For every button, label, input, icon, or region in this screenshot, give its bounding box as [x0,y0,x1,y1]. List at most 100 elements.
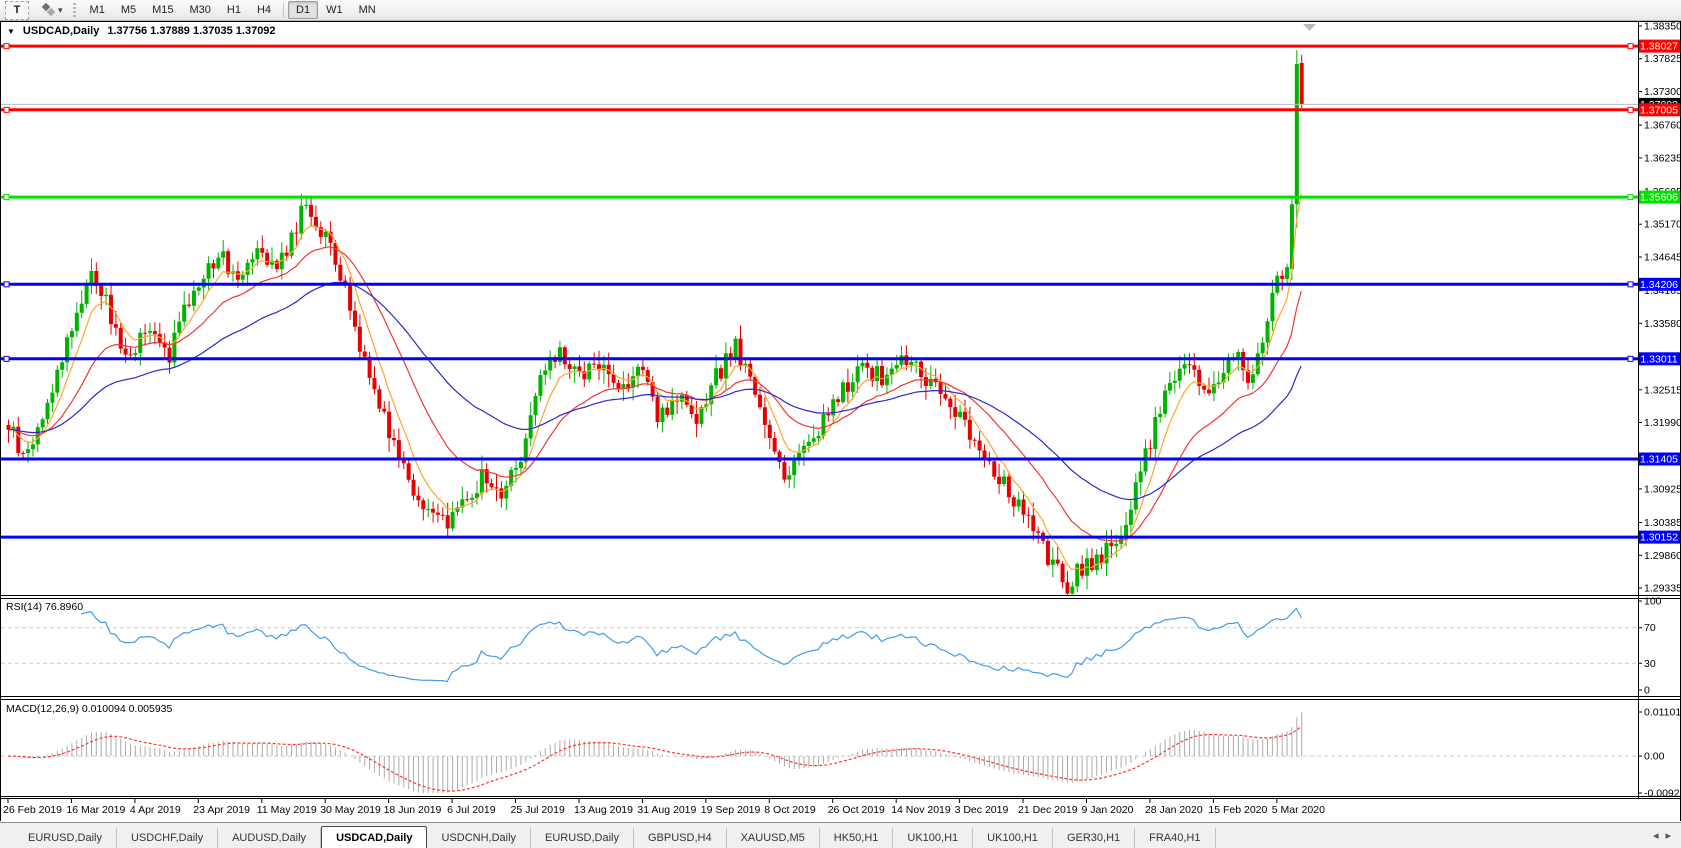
horizontal-price-lines[interactable] [0,43,1638,539]
svg-text:3 Dec 2019: 3 Dec 2019 [955,804,1009,816]
hline-handle[interactable] [1627,281,1634,288]
chart-tab-uk100-h1[interactable]: UK100,H1 [893,828,974,848]
svg-text:1.37825: 1.37825 [1644,53,1681,65]
timeframe-button-group: M1 M5 M15 M30 H1 H4 D1 W1 MN [82,1,384,19]
top-toolbar: T ▾ M1 M5 M15 M30 H1 H4 D1 W1 MN [0,0,1681,21]
chart-tab-gbpusd-h4[interactable]: GBPUSD,H4 [634,828,727,848]
scroll-to-end-icon[interactable] [1303,24,1316,31]
chart-tab-fra40-h1[interactable]: FRA40,H1 [1135,828,1216,848]
hline-handle[interactable] [1627,106,1634,113]
price-axis-badge: 1.35606 [1639,190,1680,204]
macd-histogram [12,712,1303,793]
date-axis[interactable]: 26 Feb 2019 16 Mar 2019 4 Apr 2019 23 Apr 2… [3,798,1325,817]
svg-text:6 Jul 2019: 6 Jul 2019 [447,804,496,816]
timeframe-button-h1[interactable]: H1 [226,4,241,16]
price-axis-badge: 1.31405 [1639,452,1680,466]
chart-tab-uk100-h1[interactable]: UK100,H1 [973,828,1053,848]
svg-text:8 Oct 2019: 8 Oct 2019 [764,804,816,816]
price-axis-badge: 1.38027 [1639,39,1680,53]
svg-text:1.34645: 1.34645 [1644,252,1681,264]
chart-symbol-label: USDCAD,Daily [22,25,100,37]
collapse-arrow-icon[interactable]: ▼ [7,26,15,36]
hline-handle[interactable] [1627,355,1634,362]
tab-scroll-left-icon[interactable]: ◂ [1652,830,1659,842]
svg-text:1.29860: 1.29860 [1644,550,1681,562]
toolbar-separator [283,2,285,18]
svg-text:23 Apr 2019: 23 Apr 2019 [193,804,250,816]
chart-ohlc-values: 1.37756 1.37889 1.37035 1.37092 [107,25,276,37]
hline-handle[interactable] [3,106,10,113]
svg-text:18 Jun 2019: 18 Jun 2019 [384,804,442,816]
price-axis-badge: 1.34206 [1639,277,1680,291]
timeframe-button-m30[interactable]: M30 [189,4,211,16]
hline-handle[interactable] [3,194,10,201]
ma-slow-line [7,281,1302,501]
timeframe-button-mn[interactable]: MN [358,4,376,16]
svg-text:70: 70 [1644,622,1656,634]
svg-text:19 Sep 2019: 19 Sep 2019 [701,804,761,816]
candles-layer [6,50,1304,595]
svg-text:0: 0 [1644,685,1650,697]
chart-tab-xauusd-m5[interactable]: XAUUSD,M5 [727,828,820,848]
timeframe-button-d1[interactable]: D1 [288,1,319,19]
hline-handle[interactable] [1627,43,1634,50]
svg-text:1.30152: 1.30152 [1640,532,1678,544]
svg-text:1.35170: 1.35170 [1644,219,1681,231]
chart-tab-usdchf-daily[interactable]: USDCHF,Daily [117,828,219,848]
chart-tab-hk50-h1[interactable]: HK50,H1 [820,828,894,848]
svg-text:25 Jul 2019: 25 Jul 2019 [511,804,565,816]
svg-text:13 Aug 2019: 13 Aug 2019 [574,804,633,816]
rsi-line [81,607,1302,683]
svg-text:31 Aug 2019: 31 Aug 2019 [637,804,696,816]
svg-text:28 Jan 2020: 28 Jan 2020 [1145,804,1203,816]
chart-tab-audusd-daily[interactable]: AUDUSD,Daily [218,828,322,848]
timeframe-button-m1[interactable]: M1 [89,4,105,16]
objects-tool-icon [41,3,55,17]
chart-tab-eurusd-daily[interactable]: EURUSD,Daily [531,828,634,848]
svg-text:11 May 2019: 11 May 2019 [257,804,317,816]
timeframe-button-m5[interactable]: M5 [120,4,137,16]
svg-text:30: 30 [1644,658,1656,670]
rsi-axis[interactable]: 100 70 30 0 [1638,596,1662,697]
hline-handle[interactable] [3,355,10,362]
ma-fast-line [7,193,1302,571]
hline-handle[interactable] [3,43,10,50]
text-tool-button[interactable]: T [5,0,29,20]
svg-text:0.00: 0.00 [1644,751,1665,763]
macd-indicator-label: MACD(12,26,9) 0.010094 0.005935 [6,703,173,715]
price-axis-badge: 1.33011 [1639,352,1680,366]
svg-text:0.011013: 0.011013 [1644,707,1681,719]
svg-text:1.33580: 1.33580 [1644,318,1681,330]
chart-title: ▼ USDCAD,Daily 1.37756 1.37889 1.37035 1… [7,25,276,37]
objects-tool-button[interactable] [37,2,57,18]
svg-text:1.31405: 1.31405 [1640,454,1678,466]
chart-tab-eurusd-daily[interactable]: EURUSD,Daily [14,828,117,848]
svg-text:1.32515: 1.32515 [1644,384,1681,396]
rsi-indicator-label: RSI(14) 76.8960 [6,601,84,613]
svg-text:1.31990: 1.31990 [1644,417,1681,429]
svg-text:14 Nov 2019: 14 Nov 2019 [891,804,951,816]
chart-tab-usdcnh-daily[interactable]: USDCNH,Daily [427,828,532,848]
timeframe-button-w1[interactable]: W1 [326,4,343,16]
hline-handle[interactable] [1627,194,1634,201]
svg-text:1.29335: 1.29335 [1644,583,1681,595]
chart-tab-usdcad-daily[interactable]: USDCAD,Daily [321,826,428,848]
tab-scroll-right-icon[interactable]: ▸ [1665,830,1671,842]
svg-text:4 Apr 2019: 4 Apr 2019 [130,804,181,816]
ma-mid-line [7,246,1302,542]
svg-text:30 May 2019: 30 May 2019 [320,804,381,816]
timeframe-button-m15[interactable]: M15 [152,4,174,16]
timeframe-button-h4[interactable]: H4 [256,4,272,16]
chart-tab-ger30-h1[interactable]: GER30,H1 [1053,828,1136,848]
dropdown-caret-icon[interactable]: ▾ [58,4,63,15]
svg-text:100: 100 [1644,596,1662,608]
svg-text:1.36760: 1.36760 [1644,120,1681,132]
svg-text:1.38350: 1.38350 [1644,21,1681,33]
hline-handle[interactable] [3,281,10,288]
svg-text:1.30385: 1.30385 [1644,517,1681,529]
chart-tabs: EURUSD,Daily USDCHF,Daily AUDUSD,Daily USDC… [14,826,1216,848]
svg-text:1.36235: 1.36235 [1644,152,1681,164]
toolbar-grip [72,2,76,18]
macd-axis[interactable]: 0.011013 0.00 -0.0092 [1638,707,1681,800]
